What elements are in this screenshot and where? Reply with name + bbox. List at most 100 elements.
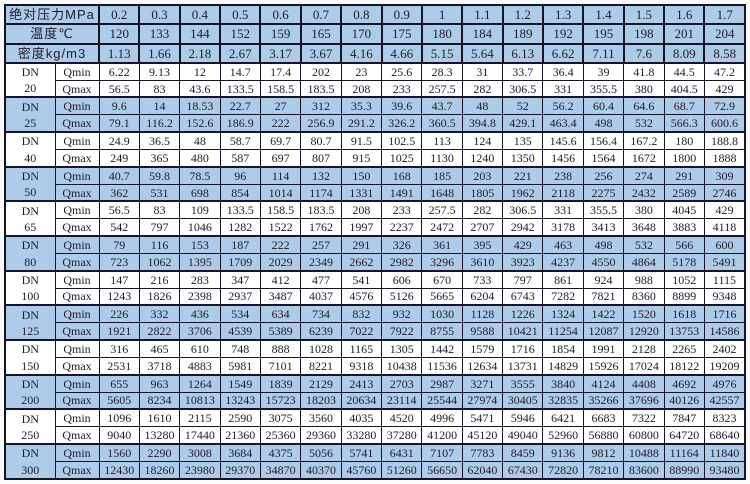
header-value-cell: 3.67 <box>299 42 343 64</box>
qmin-value-cell: 312 <box>300 96 342 116</box>
table-row-dn100-qmax: Qmax 1243 1826 2398 2937 3487 4037 4576 5126 5665… <box>5 287 746 307</box>
qmax-value-cell: 3178 <box>542 218 584 238</box>
qmin-value-cell: 3840 <box>542 373 584 393</box>
qmax-value-cell: 27974 <box>461 391 504 411</box>
dn-cell-text: DN 25 <box>6 99 54 131</box>
qmin-value-cell: 532 <box>623 235 665 254</box>
header-row-pressure: 绝对压力MPa 0.2 0.3 0.4 0.5 0.6 0.7 0.8 0.9 1 1.1 1.2 1.… <box>3 3 746 26</box>
qmax-value-cell: 1491 <box>381 183 423 203</box>
qmax-value-cell: 380 <box>623 79 665 99</box>
qmax-value-cell: 13243 <box>219 391 261 411</box>
qmax-value-cell: 67430 <box>502 460 544 480</box>
qmin-value-cell: 436 <box>179 304 221 324</box>
qmin-value-cell: 734 <box>300 304 342 324</box>
header-value-cell: 0.3 <box>138 3 181 26</box>
qmax-value-cell: 2822 <box>138 322 181 342</box>
qmax-value-cell: 133.5 <box>219 79 261 99</box>
dn-size-label: 250 <box>21 427 40 442</box>
qmax-value-cell: 30405 <box>502 391 544 411</box>
qmax-value-cell: 360.5 <box>421 114 463 134</box>
qmin-value-cell: 12 <box>179 61 221 81</box>
qmin-value-cell: 748 <box>219 339 261 358</box>
qmin-value-cell: 48 <box>461 96 504 116</box>
qmin-value-cell: 963 <box>138 373 181 393</box>
dn-size-label: 300 <box>21 462 40 477</box>
qmin-value-cell: 102.5 <box>381 131 423 150</box>
qmax-label: Qmax <box>54 79 100 99</box>
qmax-value-cell: 41200 <box>421 426 463 446</box>
qmax-value-cell: 34870 <box>259 460 302 480</box>
qmax-value-cell: 1240 <box>461 148 504 168</box>
qmin-value-cell: 145.6 <box>542 131 584 150</box>
header-value-cell: 0.9 <box>380 3 423 26</box>
qmin-value-cell: 43.7 <box>421 96 463 116</box>
qmin-value-cell: 1115 <box>703 269 746 289</box>
dn-cell-text: DN 50 <box>6 169 54 201</box>
header-value-cell: 159 <box>259 23 302 45</box>
qmin-value-cell: 634 <box>259 304 302 324</box>
qmax-value-cell: 1997 <box>340 218 383 238</box>
qmin-value-cell: 116 <box>138 235 181 254</box>
header-value-cell: 8.58 <box>703 42 746 64</box>
qmin-value-cell: 8323 <box>703 408 746 428</box>
qmin-value-cell: 498 <box>582 235 625 254</box>
qmax-value-cell: 1025 <box>381 148 423 168</box>
qmax-value-cell: 2942 <box>502 218 544 238</box>
qmin-value-cell: 1610 <box>138 408 181 428</box>
table-row-dn200-qmin: DN 200 Qmin 655 963 1264 1549 1839 2129 2413 2703 2… <box>4 373 746 410</box>
qmax-value-cell: 249 <box>98 148 140 168</box>
qmin-value-cell: 36.5 <box>138 131 181 150</box>
qmax-value-cell: 4864 <box>623 252 665 272</box>
qmin-value-cell: 31 <box>461 61 504 81</box>
qmax-label: Qmax <box>54 287 100 307</box>
qmin-value-cell: 78.5 <box>179 165 221 185</box>
qmax-value-cell: 4539 <box>219 322 261 342</box>
qmin-value-cell: 6683 <box>582 408 625 428</box>
table-row-dn20-qmax: Qmax 56.5 83 43.6 133.5 158.5 183.5 208 233 257.5… <box>5 79 746 99</box>
qmin-value-cell: 72.9 <box>703 96 746 116</box>
qmax-value-cell: 498 <box>582 114 625 134</box>
dn-cell-25: DN 25 <box>4 96 56 133</box>
qmax-value-cell: 29360 <box>300 426 342 446</box>
qmin-value-cell: 4520 <box>381 408 423 428</box>
dn-prefix-label: DN <box>21 446 39 461</box>
dn-cell-20: DN 20 <box>4 61 56 98</box>
qmax-value-cell: 723 <box>98 252 140 272</box>
qmax-value-cell: 208 <box>340 79 383 99</box>
qmin-value-cell: 655 <box>98 373 140 393</box>
qmax-value-cell: 25360 <box>259 426 302 446</box>
table-row-dn20-qmin: DN 20 Qmin 6.22 9.13 12 14.7 17.4 202 23 25.6 28.3 3… <box>4 61 746 98</box>
qmin-value-cell: 1839 <box>259 373 302 393</box>
qmin-value-cell: 69.7 <box>259 131 302 150</box>
qmin-value-cell: 1128 <box>461 304 504 324</box>
qmin-value-cell: 2129 <box>300 373 342 393</box>
dn-cell-65: DN 65 <box>4 200 56 237</box>
header-value-cell: 120 <box>98 23 141 45</box>
table-row-dn40-qmin: DN 40 Qmin 24.9 36.5 48 58.7 69.7 80.7 91.5 102.5 1… <box>4 131 746 168</box>
qmin-value-cell: 1165 <box>340 339 383 358</box>
qmin-value-cell: 361 <box>421 235 463 254</box>
table-row-dn250-qmin: DN 250 Qmin 1096 1610 2115 2590 3075 3560 4035 452… <box>4 408 746 445</box>
qmin-value-cell: 9812 <box>582 442 625 462</box>
dn-prefix-label: DN <box>21 376 39 391</box>
qmin-value-cell: 429 <box>703 200 746 220</box>
table-row-dn65-qmax: Qmax 542 797 1046 1282 1522 1762 1997 2237 2472 27… <box>5 218 746 238</box>
qmax-value-cell: 51260 <box>381 460 423 480</box>
qmax-value-cell: 3923 <box>502 252 544 272</box>
header-value-cell: 4.66 <box>380 42 423 64</box>
qmax-value-cell: 7922 <box>381 322 423 342</box>
header-value-cell: 4.16 <box>340 42 383 64</box>
qmax-value-cell: 9588 <box>461 322 504 342</box>
qmin-value-cell: 10488 <box>623 442 665 462</box>
qmin-value-cell: 1442 <box>421 339 463 358</box>
qmin-value-cell: 600 <box>703 235 746 254</box>
qmin-value-cell: 1716 <box>703 304 746 324</box>
qmin-value-cell: 3555 <box>502 373 544 393</box>
dn-size-label: 50 <box>24 185 37 200</box>
qmax-value-cell: 306.5 <box>502 79 544 99</box>
qmax-value-cell: 4883 <box>179 356 221 376</box>
dn-cell-150: DN 150 <box>4 339 56 376</box>
qmin-value-cell: 35.3 <box>340 96 383 116</box>
qmax-value-cell: 42557 <box>703 391 746 411</box>
qmax-value-cell: 404.5 <box>663 79 705 99</box>
